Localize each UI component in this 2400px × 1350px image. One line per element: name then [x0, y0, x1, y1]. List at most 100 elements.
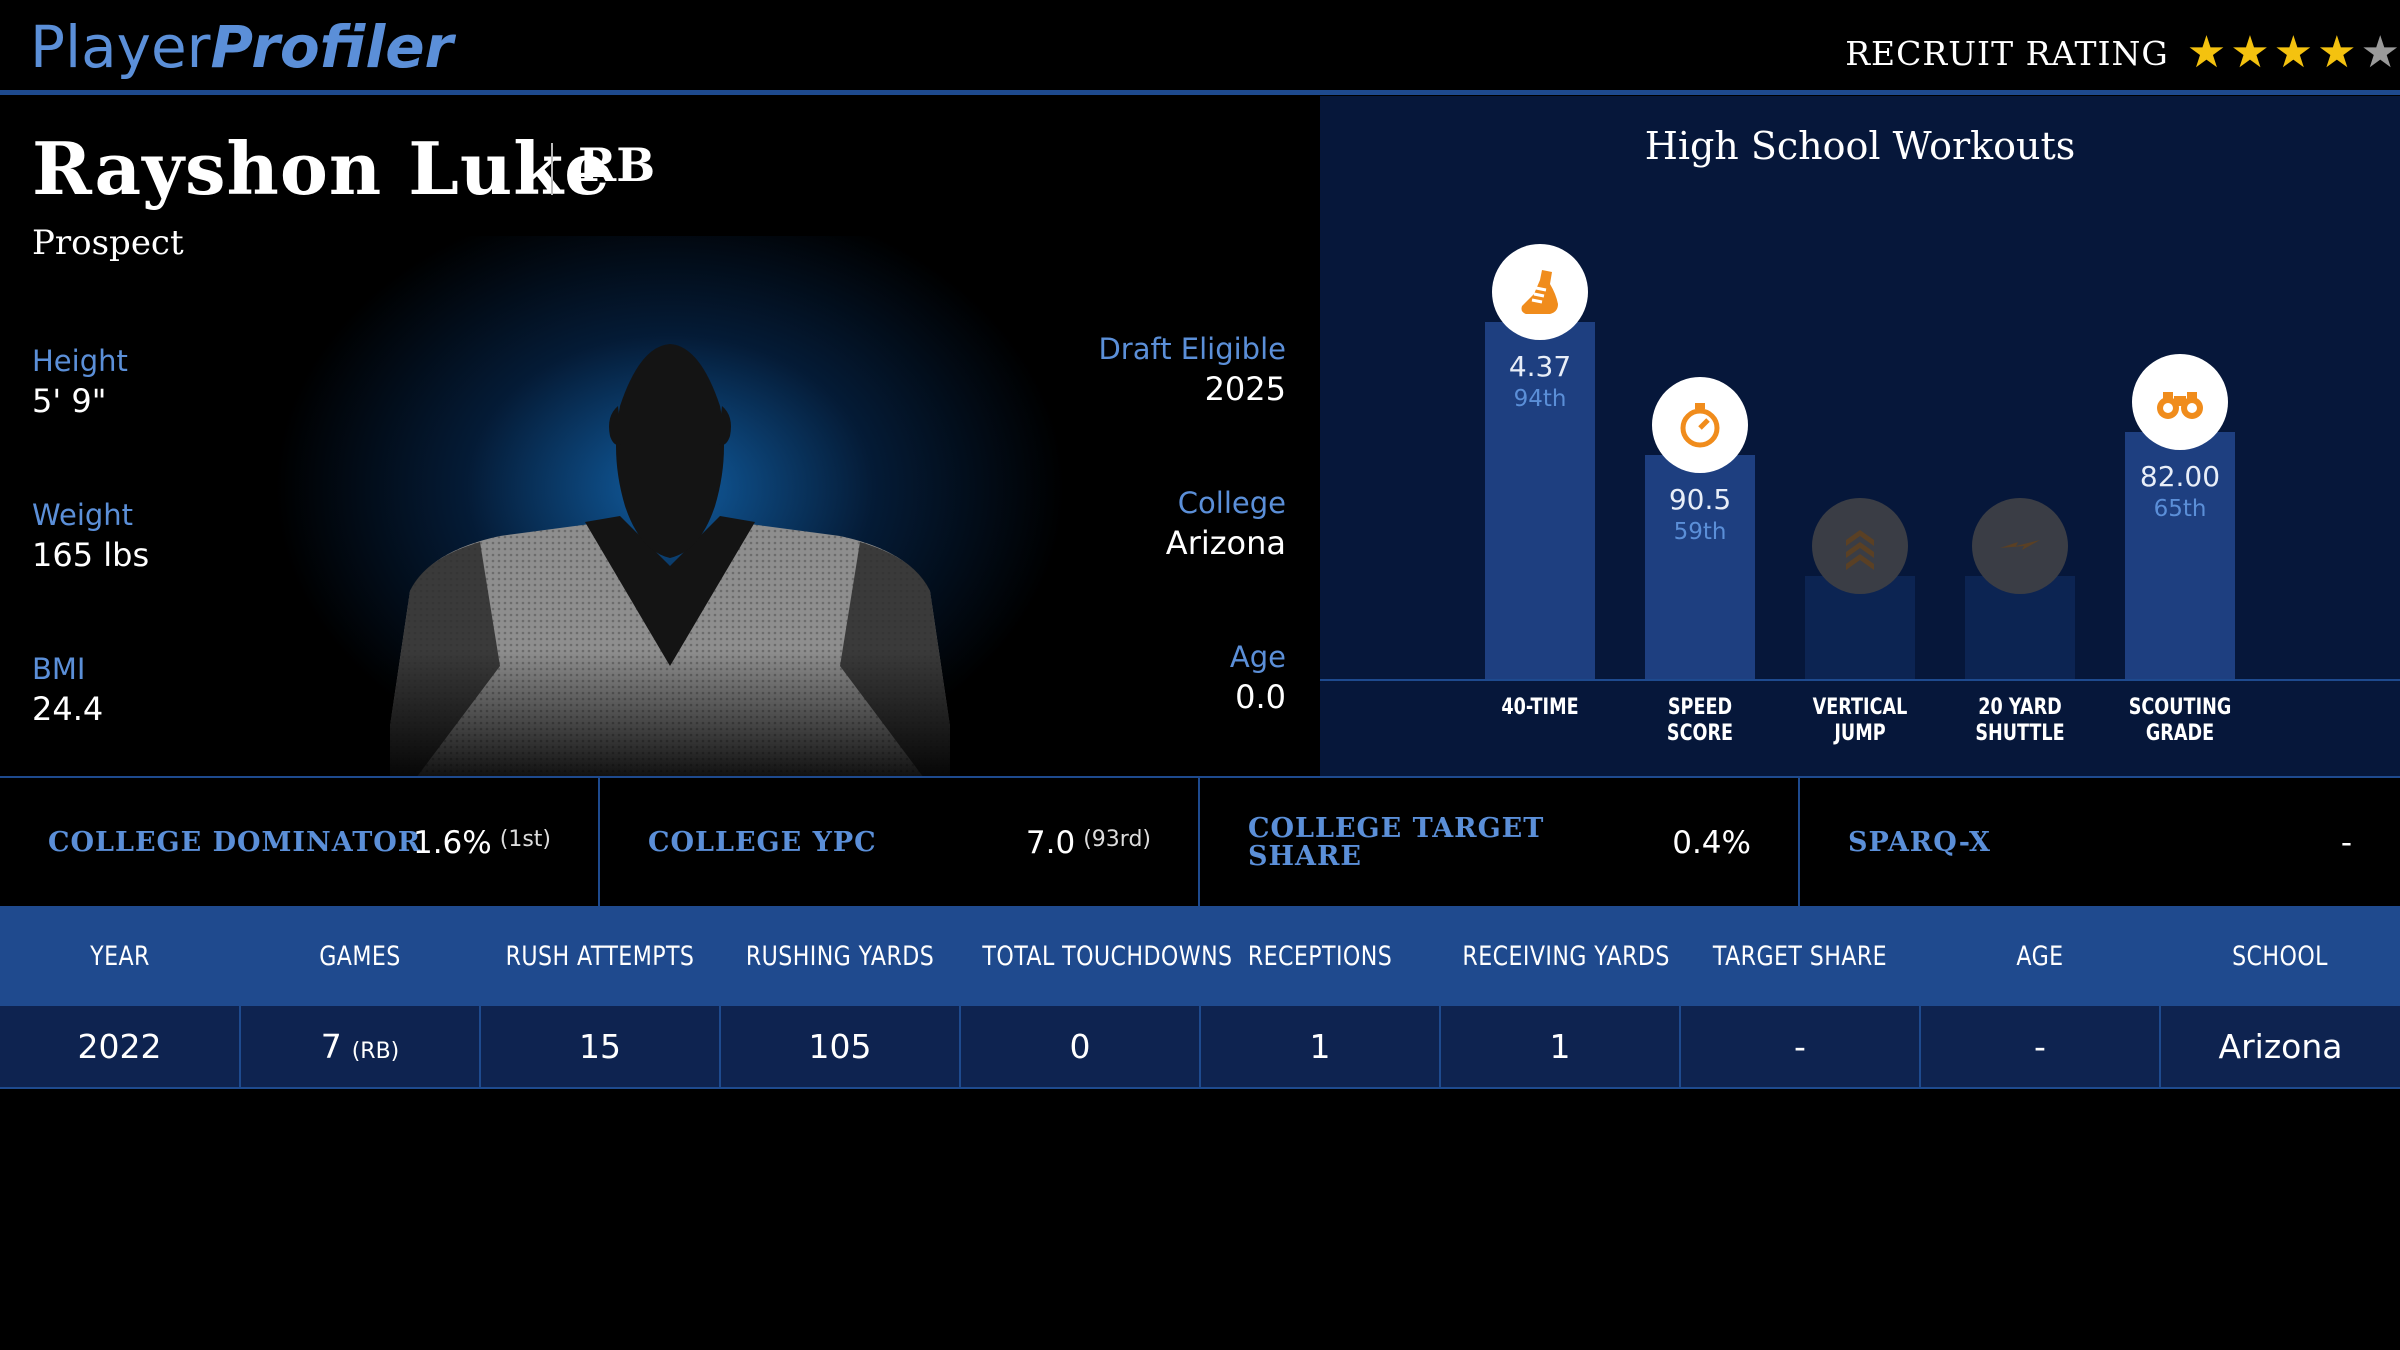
- player-status: Prospect: [32, 223, 184, 263]
- recruit-rating-label: RECRUIT RATING: [1845, 33, 2169, 73]
- column-header-receiving-yards[interactable]: RECEIVING YARDS: [1462, 940, 1670, 972]
- weight-value: 165 lbs: [32, 536, 150, 574]
- logo-text-player: Player: [30, 13, 211, 81]
- star-filled-icon: ★: [2273, 27, 2314, 78]
- age-label: Age: [1229, 640, 1286, 674]
- metric-value-number: -: [2340, 825, 2352, 861]
- column-header-school[interactable]: SCHOOL: [2232, 940, 2328, 972]
- workout-name: VERTICAL JUMP: [1812, 695, 1908, 746]
- metric-sparq-x: SPARQ-X -: [1800, 778, 2400, 908]
- weight-label: Weight: [32, 498, 134, 532]
- height-label: Height: [32, 344, 128, 378]
- workouts-title: High School Workouts: [1644, 124, 2076, 168]
- chevrons-up-icon: [1812, 498, 1908, 594]
- workout-bar[interactable]: [2125, 432, 2235, 679]
- table-row: 2022 7 (RB) 15 105 0 1 1 - - Arizona: [0, 1006, 2400, 1089]
- cell-games: 7 (RB): [240, 1006, 481, 1089]
- stopwatch-icon: [1652, 377, 1748, 473]
- cell-total-touchdowns: 0: [960, 1006, 1201, 1089]
- column-header-year[interactable]: YEAR: [90, 940, 150, 972]
- star-filled-icon: ★: [2317, 27, 2357, 78]
- workout-value: 90.5: [1668, 483, 1732, 516]
- star-filled-icon: ★: [2230, 27, 2270, 78]
- workout-bar[interactable]: [1645, 455, 1755, 679]
- workouts-baseline: [1320, 679, 2400, 681]
- workout-percentile: 59th: [1673, 519, 1727, 545]
- shoe-icon: [1492, 244, 1588, 340]
- metric-college-target-share: COLLEGE TARGET SHARE 0.4%: [1200, 778, 1799, 908]
- metric-value: -: [2341, 778, 2352, 908]
- bmi-label: BMI: [32, 652, 86, 686]
- cell-rush-attempts: 15: [480, 1006, 721, 1089]
- column-header-rush-attempts[interactable]: RUSH ATTEMPTS: [505, 940, 695, 972]
- cell-games-position: (RB): [351, 1039, 400, 1064]
- star-empty-icon: ★: [2360, 27, 2400, 78]
- column-header-rushing-yards[interactable]: RUSHING YARDS: [745, 940, 935, 972]
- top-bar: [0, 0, 2400, 95]
- high-school-workouts-panel: High School Workouts 4.37 94th 40-TIME 90.5…: [1320, 96, 2400, 776]
- metric-value: 0.4%: [1672, 778, 1751, 908]
- column-header-games[interactable]: GAMES: [319, 940, 401, 972]
- workout-bar[interactable]: [1485, 322, 1595, 679]
- star-filled-icon: ★: [2186, 27, 2227, 78]
- bmi-value: 24.4: [32, 690, 104, 728]
- player-silhouette-image: [370, 336, 970, 776]
- college-label: College: [1177, 486, 1286, 520]
- metric-divider: [598, 778, 600, 908]
- draft-eligible-value: 2025: [1204, 370, 1286, 408]
- college-metrics-row: COLLEGE DOMINATOR 1.6% (1st) COLLEGE YPC …: [0, 776, 2400, 910]
- column-header-target-share[interactable]: TARGET SHARE: [1712, 940, 1888, 972]
- metric-rank: (93rd): [1083, 826, 1151, 852]
- metric-value-number: 7.0: [1025, 825, 1076, 861]
- cell-school: Arizona: [2160, 1006, 2400, 1089]
- logo-text-profiler: Profiler: [210, 13, 454, 81]
- cell-target-share: -: [1680, 1006, 1921, 1089]
- workout-name: 40-TIME: [1501, 695, 1579, 720]
- name-divider: [551, 143, 553, 195]
- metric-college-ypc: COLLEGE YPC 7.0 (93rd): [600, 778, 1199, 908]
- rating-stars: ★★★★★: [2183, 31, 2400, 75]
- workout-value: 4.37: [1508, 350, 1572, 383]
- metric-label-line2: SHARE: [1248, 841, 1362, 872]
- metric-label: COLLEGE DOMINATOR: [48, 827, 422, 858]
- college-value: Arizona: [1165, 524, 1286, 562]
- metric-college-dominator: COLLEGE DOMINATOR 1.6% (1st): [0, 778, 599, 908]
- player-name: Rayshon Luke: [32, 126, 611, 211]
- metric-value: 1.6% (1st): [413, 778, 551, 908]
- metric-value-number: 1.6%: [412, 825, 492, 861]
- metric-value: 7.0 (93rd): [1026, 778, 1151, 908]
- workout-name: 20 YARD SHUTTLE: [1975, 695, 2065, 746]
- logo[interactable]: PlayerProfiler: [30, 12, 453, 82]
- column-header-age[interactable]: AGE: [2016, 940, 2064, 972]
- metric-label-line1: COLLEGE TARGET: [1248, 813, 1545, 844]
- workout-name: SCOUTING GRADE: [2128, 695, 2232, 746]
- cell-receiving-yards: 1: [1440, 1006, 1681, 1089]
- column-header-receptions[interactable]: RECEPTIONS: [1247, 940, 1393, 972]
- workout-percentile: 65th: [2153, 496, 2207, 522]
- workout-name: SPEED SCORE: [1666, 695, 1734, 746]
- metric-divider: [1198, 778, 1200, 908]
- recruit-rating: RECRUIT RATING ★★★★★: [1845, 18, 2400, 88]
- binoculars-icon: [2132, 354, 2228, 450]
- metric-label: COLLEGE YPC: [648, 827, 877, 858]
- age-value: 0.0: [1235, 678, 1286, 716]
- metric-label: SPARQ-X: [1848, 827, 1991, 858]
- cell-year: 2022: [0, 1006, 241, 1089]
- college-stats-table: YEAR GAMES RUSH ATTEMPTS RUSHING YARDS T…: [0, 906, 2400, 1089]
- metric-label: COLLEGE TARGET SHARE: [1248, 778, 1544, 908]
- cell-games-value: 7: [320, 1027, 342, 1066]
- height-value: 5' 9": [32, 382, 107, 420]
- workout-percentile: 94th: [1513, 386, 1567, 412]
- cell-receptions: 1: [1200, 1006, 1441, 1089]
- table-header-row: YEAR GAMES RUSH ATTEMPTS RUSHING YARDS T…: [0, 906, 2400, 1006]
- player-panel: Rayshon Luke RB Prospect Height 5' 9" We…: [0, 96, 1320, 776]
- column-header-total-touchdowns[interactable]: TOTAL TOUCHDOWNS: [982, 940, 1233, 972]
- metric-value-number: 0.4%: [1672, 825, 1751, 861]
- draft-eligible-label: Draft Eligible: [1098, 332, 1286, 366]
- cell-rushing-yards: 105: [720, 1006, 961, 1089]
- metric-rank: (1st): [499, 826, 551, 852]
- player-position: RB: [578, 138, 656, 192]
- workout-value: 82.00: [2139, 460, 2221, 493]
- lightning-icon: [1972, 498, 2068, 594]
- cell-age: -: [1920, 1006, 2161, 1089]
